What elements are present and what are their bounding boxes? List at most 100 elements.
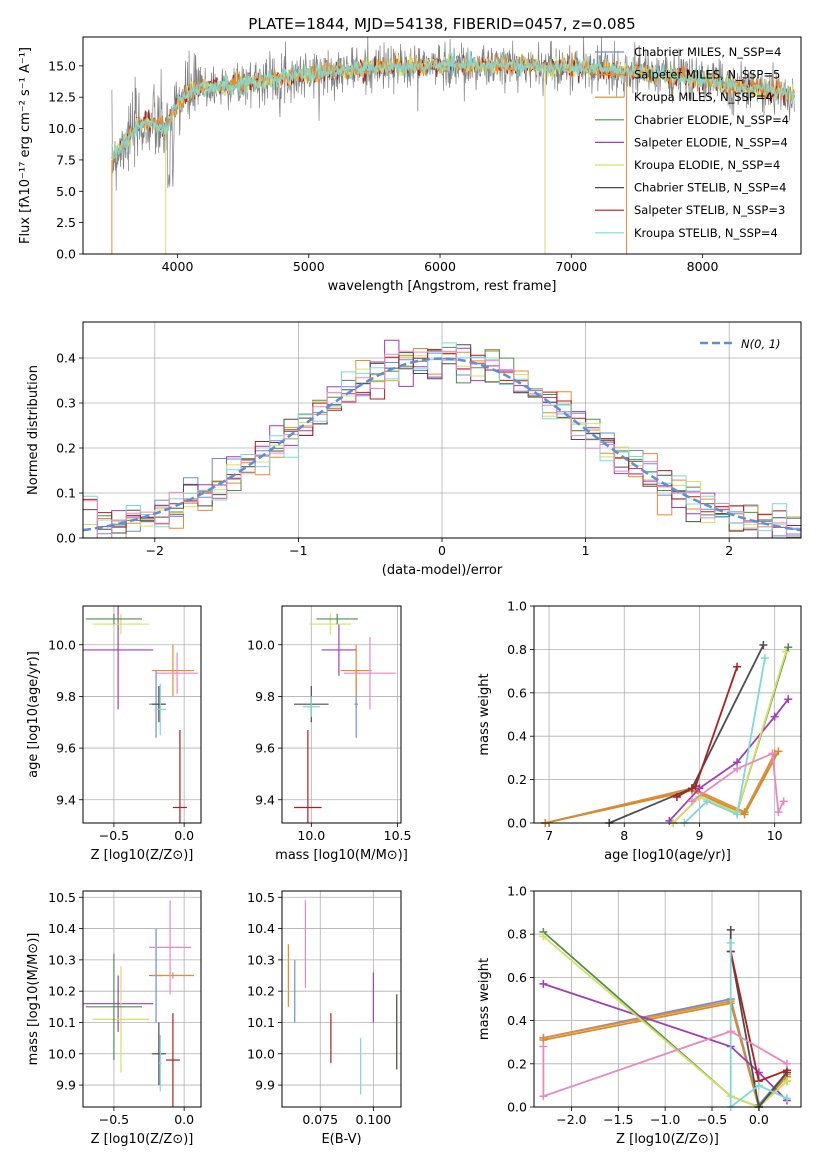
axes-frame (281, 605, 402, 824)
y-tick-label: 10.0 (247, 637, 275, 652)
weight-marker (726, 938, 735, 947)
weight-marker (768, 749, 777, 758)
y-tick-label: 9.8 (56, 689, 76, 704)
weight-marker (733, 764, 742, 773)
y-tick-label: 0.0 (56, 247, 76, 262)
x-tick-label: −0.5 (99, 1112, 129, 1127)
axes-frame (533, 890, 802, 1108)
y-tick-label: 9.6 (255, 741, 275, 756)
weight-marker (726, 925, 735, 934)
axes-frame (82, 36, 802, 255)
y-tick-label: 0.8 (507, 927, 527, 942)
y-tick-label: 0.3 (56, 396, 76, 411)
weight-marker (754, 1081, 763, 1090)
weight-marker (539, 979, 548, 988)
x-tick-label: 10.0 (297, 828, 325, 843)
y-tick-label: 10.3 (48, 952, 76, 967)
y-tick-label: 10.4 (48, 921, 76, 936)
y-tick-label: 0.6 (507, 970, 527, 985)
errorbar-point (316, 613, 358, 625)
normal-curve (82, 357, 802, 532)
y-tick-label: 9.6 (56, 741, 76, 756)
x-tick-label: 0.100 (355, 1112, 391, 1127)
errorbar-point (151, 972, 194, 979)
legend (595, 51, 624, 234)
errorbar-point (151, 686, 166, 723)
y-tick-label: 15.0 (48, 58, 76, 73)
y-tick-label: 9.4 (255, 792, 275, 807)
y-tick-label: 10.5 (247, 890, 275, 905)
axes-massweight_vs_age (534, 605, 801, 824)
legend-entry: Salpeter STELIB, N_SSP=3 (634, 203, 785, 217)
axes-frame (82, 605, 202, 824)
legend-entry: Kroupa STELIB, N_SSP=4 (634, 226, 778, 240)
legend-entry: Chabrier STELIB, N_SSP=4 (634, 181, 786, 195)
errorbar-point (92, 966, 150, 1073)
x-axis-label: Z [log10(Z/Z⊙)] (616, 1132, 719, 1147)
errorbar-point (154, 683, 166, 736)
axes-mass_vs_ebv (282, 891, 401, 1107)
weight-line (672, 651, 787, 823)
y-tick-label: 0.0 (507, 1100, 527, 1115)
legend-entry: Chabrier MILES, N_SSP=4 (634, 45, 781, 59)
axes-frame (82, 321, 802, 539)
x-tick-label: −0.5 (99, 828, 129, 843)
y-tick-label: 0.0 (507, 816, 527, 831)
x-axis-label: Z [log10(Z/Z⊙)] (91, 848, 194, 863)
weight-marker (781, 647, 790, 656)
y-tick-label: 0.1 (56, 486, 76, 501)
y-tick-label: 0.2 (507, 1056, 527, 1071)
y-tick-label: 0.2 (56, 441, 76, 456)
errorbar-point (151, 644, 194, 697)
errorbar-point (340, 644, 372, 697)
y-tick-label: 9.4 (56, 792, 76, 807)
y-tick-label: 1.0 (507, 599, 527, 614)
weight-marker (782, 1059, 791, 1068)
y-tick-label: 10.2 (48, 984, 76, 999)
x-tick-label: −2 (146, 543, 164, 558)
y-tick-label: 10.0 (48, 1046, 76, 1061)
x-tick-label: 4000 (162, 259, 194, 274)
x-tick-label: 10.5 (384, 828, 412, 843)
errorbar-point (302, 696, 320, 718)
errorbar-point (172, 730, 187, 823)
errorbar-point (85, 613, 142, 625)
y-tick-label: 9.9 (56, 1078, 76, 1093)
weight-line (542, 935, 788, 1107)
errorbar-point (294, 730, 322, 823)
y-tick-label: 0.4 (507, 729, 527, 744)
legend-entry: Salpeter MILES, N_SSP=5 (634, 68, 780, 82)
weight-marker (759, 641, 768, 650)
x-tick-label: 8000 (687, 259, 719, 274)
y-tick-label: 10.0 (48, 637, 76, 652)
weight-marker (782, 1094, 791, 1103)
y-tick-label: 7.5 (56, 152, 76, 167)
errorbar-point (83, 606, 154, 710)
errorbar-point (309, 613, 351, 635)
y-tick-label: 10.3 (247, 952, 275, 967)
x-axis-label: wavelength [Angstrom, rest frame] (328, 279, 557, 294)
weight-marker (733, 810, 742, 819)
model-spectrum (111, 50, 795, 163)
x-tick-label: 0 (438, 543, 446, 558)
weight-marker (733, 662, 742, 671)
errorbar-point (344, 637, 396, 710)
residual-histogram (83, 350, 801, 538)
y-axis-label: age [log10(age/yr)] (26, 651, 41, 778)
axes-frame (82, 890, 202, 1108)
legend-entry: Kroupa ELODIE, N_SSP=4 (634, 158, 780, 172)
x-tick-label: 10 (767, 828, 783, 843)
axes-age_vs_mass (282, 606, 401, 823)
y-tick-label: 12.5 (48, 90, 76, 105)
weight-line (676, 666, 738, 798)
weight-marker (539, 1092, 548, 1101)
weight-marker (770, 712, 779, 721)
x-axis-label: E(B-V) (321, 1132, 361, 1147)
errorbar-point (321, 624, 357, 676)
legend-entry: Kroupa MILES, N_SSP=4 (634, 90, 773, 104)
x-tick-label: −1 (289, 543, 307, 558)
weight-line (672, 646, 790, 823)
chart-title: PLATE=1844, MJD=54138, FIBERID=0457, z=0… (248, 15, 635, 33)
x-tick-label: 9 (695, 828, 703, 843)
weight-marker (672, 792, 681, 801)
